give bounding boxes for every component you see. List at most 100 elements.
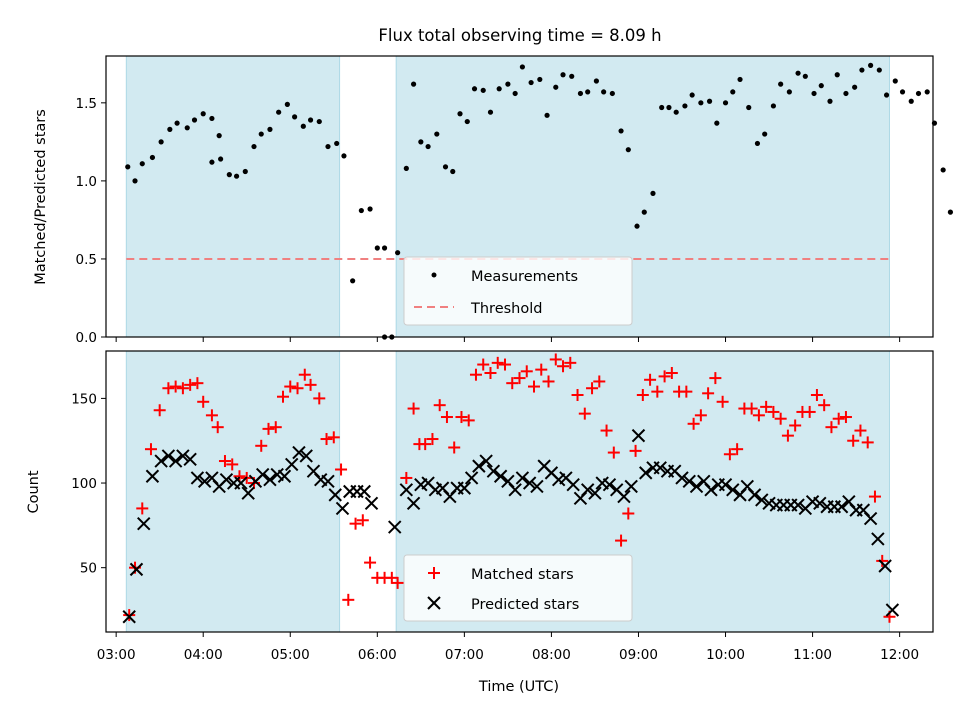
measurement-point [802, 73, 808, 79]
matched-star-point [191, 377, 204, 390]
legend-threshold-label: Threshold [470, 301, 542, 317]
measurement-point [666, 104, 672, 111]
predicted-star-point [241, 486, 255, 500]
predicted-star-point [335, 501, 350, 516]
matched-star-point [535, 363, 548, 376]
matched-star-point [716, 395, 729, 408]
predicted-star-stroke-b [406, 496, 421, 511]
predicted-star-point [457, 481, 472, 495]
predicted-star-stroke-b [631, 428, 646, 443]
measurement-point [425, 143, 431, 150]
predicted-star-point [871, 532, 885, 546]
matched-star-point [723, 448, 736, 461]
bottom-legend: Matched stars Predicted stars [403, 554, 633, 622]
predicted-star-stroke-b [602, 478, 617, 492]
predicted-star-point [472, 459, 486, 473]
predicted-star-stroke-b [580, 483, 595, 497]
measurement-point [827, 98, 833, 104]
matched-star-point [440, 411, 453, 424]
xtick-label: 11:00 [793, 647, 832, 663]
matched-star-point [277, 390, 290, 403]
measurement-point [184, 125, 190, 131]
predicted-star-stroke-b [624, 479, 638, 494]
matched-star-point [477, 358, 490, 371]
measurement-point [374, 245, 380, 251]
predicted-star-point [388, 520, 402, 534]
measurement-point [834, 72, 840, 78]
predicted-star-point [631, 428, 646, 443]
predicted-star-point [122, 610, 136, 624]
top-ytick-label: 1.5 [76, 96, 97, 112]
predicted-star-stroke-b [168, 454, 183, 468]
measurement-point [852, 84, 858, 90]
predicted-star-point [154, 454, 168, 468]
measurement-point [659, 104, 665, 111]
matched-star-point [327, 431, 340, 444]
legend-predicted-marker [427, 596, 441, 610]
measurement-point [868, 62, 874, 68]
matched-star-point [607, 446, 620, 459]
bottom-legend-box [403, 554, 633, 622]
measurement-point [770, 103, 777, 109]
measurement-point [381, 245, 388, 251]
measurement-point [233, 173, 240, 179]
measurement-point [899, 89, 906, 95]
predicted-star-stroke-b [863, 511, 878, 526]
predicted-star-stroke-b [154, 454, 168, 468]
predicted-star-stroke-b [566, 478, 580, 492]
matched-star-point [123, 609, 136, 622]
measurement-point [226, 172, 232, 178]
measurement-point [139, 161, 145, 167]
matched-star-point [810, 389, 823, 402]
predicted-star-stroke-b [388, 520, 402, 534]
measurement-point [191, 117, 198, 123]
measurement-point [537, 76, 543, 83]
measurement-point [915, 90, 922, 97]
measurement-point [883, 92, 890, 98]
xtick-label: 06:00 [358, 647, 397, 663]
top-ytick-label: 0.0 [76, 330, 97, 346]
measurements-group [125, 62, 954, 340]
matched-star-point [803, 405, 816, 418]
predicted-star-stroke-b [357, 484, 371, 499]
matched-star-point [658, 370, 671, 383]
predicted-star-point [234, 476, 248, 490]
predicted-star-stroke-b [205, 471, 219, 485]
measurement-point [341, 153, 347, 159]
measurement-point [418, 139, 424, 145]
matched-star-point [709, 372, 722, 385]
predicted-star-point [863, 511, 878, 526]
predicted-star-stroke-b [515, 471, 530, 485]
predicted-star-stroke-b [234, 476, 248, 490]
matched-star-point [498, 358, 511, 371]
measurement-point [730, 89, 736, 95]
predicted-star-point [515, 471, 530, 485]
matched-star-point [462, 414, 475, 427]
legend-matched-marker [428, 567, 440, 579]
measurement-point [307, 117, 314, 123]
bottom-yticks-group: 50 100 150 [71, 391, 106, 577]
matched-star-point [407, 402, 420, 415]
matched-star-point [391, 576, 404, 589]
predicted-star-stroke-b [277, 469, 292, 483]
predicted-star-stroke-b [668, 464, 682, 478]
top-legend: Measurements Threshold [403, 256, 633, 326]
measurement-point [947, 209, 954, 215]
predicted-star-point [357, 484, 371, 499]
measurement-point [457, 111, 463, 117]
legend-predicted-label: Predicted stars [471, 597, 579, 613]
bottom-xticks-group: 03:00 04:00 05:00 06:00 07:00 08:00 09:00 10:00… [97, 632, 919, 663]
matched-star-point [298, 368, 311, 381]
measurement-point [216, 133, 222, 139]
measurement-point [754, 140, 761, 147]
predicted-star-point [406, 496, 421, 511]
predicted-star-point [137, 516, 151, 531]
predicted-star-stroke-b [435, 481, 450, 495]
matched-star-point [218, 455, 231, 468]
predicted-star-point [834, 500, 849, 514]
predicted-star-stroke-b [726, 483, 740, 497]
predicted-star-point [255, 467, 270, 482]
top-panel: 0.0 0.5 1.0 1.5 Matched/Predicted stars Mea… [33, 55, 954, 346]
